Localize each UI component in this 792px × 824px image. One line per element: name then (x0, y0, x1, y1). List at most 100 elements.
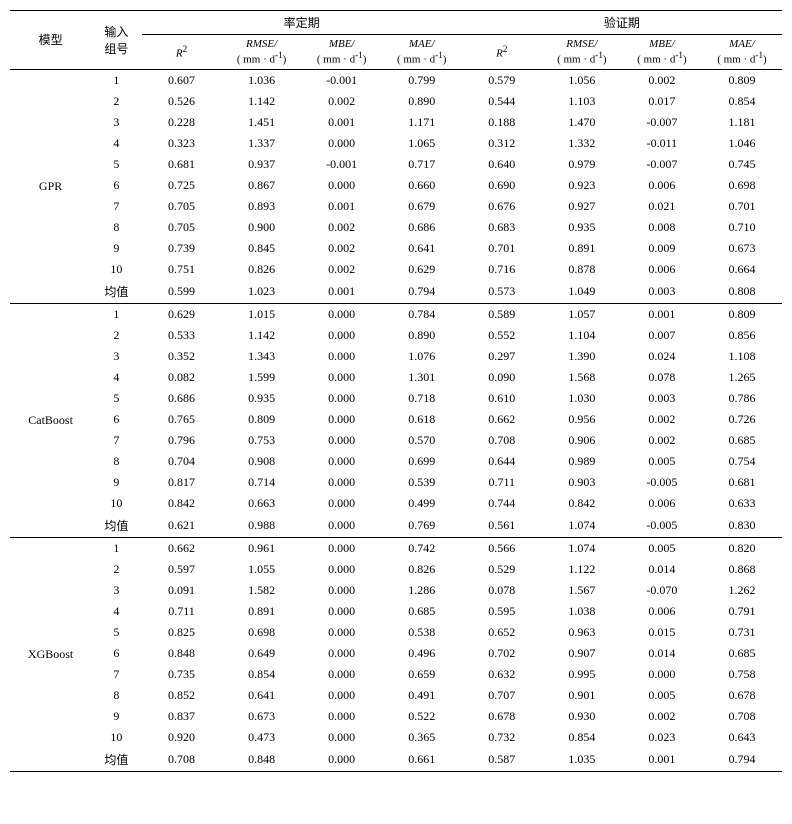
val-value-cell: 0.956 (542, 409, 622, 430)
cal-value-cell: 0.686 (142, 388, 222, 409)
val-value-cell: 0.002 (622, 706, 702, 727)
cal-value-cell: 0.842 (142, 493, 222, 514)
val-value-cell: 0.312 (462, 133, 542, 154)
cal-value-cell: 0.908 (222, 451, 302, 472)
cal-value-cell: 0.751 (142, 259, 222, 280)
val-value-cell: 1.122 (542, 559, 622, 580)
val-value-cell: 0.711 (462, 472, 542, 493)
header-val-mbe: MBE/( mm · d-1) (622, 35, 702, 70)
cal-value-cell: 0.935 (222, 388, 302, 409)
input-group-cell: 2 (91, 91, 141, 112)
input-group-cell: 10 (91, 727, 141, 748)
header-val-r2: R2 (462, 35, 542, 70)
header-cal-mae: MAE/( mm · d-1) (382, 35, 462, 70)
cal-value-cell: 0.890 (382, 91, 462, 112)
header-model: 模型 (10, 11, 91, 70)
input-group-cell: 8 (91, 217, 141, 238)
input-group-cell: 均值 (91, 280, 141, 304)
cal-value-cell: 0.001 (302, 280, 382, 304)
cal-value-cell: 0.739 (142, 238, 222, 259)
val-value-cell: 1.056 (542, 69, 622, 91)
val-value-cell: 0.005 (622, 537, 702, 559)
cal-value-cell: -0.001 (302, 69, 382, 91)
cal-value-cell: 0.570 (382, 430, 462, 451)
val-value-cell: -0.005 (622, 514, 702, 538)
cal-value-cell: 0.002 (302, 91, 382, 112)
input-group-cell: 6 (91, 643, 141, 664)
val-value-cell: 0.676 (462, 196, 542, 217)
val-value-cell: 0.006 (622, 175, 702, 196)
table-row: 60.8480.6490.0000.4960.7020.9070.0140.68… (10, 643, 782, 664)
input-group-cell: 7 (91, 664, 141, 685)
val-value-cell: 0.891 (542, 238, 622, 259)
val-value-cell: 0.595 (462, 601, 542, 622)
cal-value-cell: 0.796 (142, 430, 222, 451)
cal-value-cell: 0.685 (382, 601, 462, 622)
cal-value-cell: 0.000 (302, 430, 382, 451)
val-value-cell: 0.566 (462, 537, 542, 559)
cal-value-cell: 1.142 (222, 91, 302, 112)
cal-value-cell: 0.365 (382, 727, 462, 748)
val-value-cell: 0.021 (622, 196, 702, 217)
cal-value-cell: 0.496 (382, 643, 462, 664)
val-value-cell: 0.854 (702, 91, 782, 112)
val-value-cell: 0.589 (462, 303, 542, 325)
val-value-cell: 0.573 (462, 280, 542, 304)
cal-value-cell: 0.001 (302, 196, 382, 217)
cal-value-cell: 0.000 (302, 727, 382, 748)
val-value-cell: 0.006 (622, 601, 702, 622)
table-row: 30.3521.3430.0001.0760.2971.3900.0241.10… (10, 346, 782, 367)
header-cal-rmse: RMSE/( mm · d-1) (222, 35, 302, 70)
cal-value-cell: 0.000 (302, 643, 382, 664)
cal-value-cell: 0.599 (142, 280, 222, 304)
cal-value-cell: 0.000 (302, 664, 382, 685)
val-value-cell: 0.901 (542, 685, 622, 706)
input-group-cell: 8 (91, 451, 141, 472)
val-value-cell: 0.001 (622, 303, 702, 325)
input-group-cell: 5 (91, 622, 141, 643)
val-value-cell: 0.678 (462, 706, 542, 727)
table-row: 100.8420.6630.0000.4990.7440.8420.0060.6… (10, 493, 782, 514)
cal-value-cell: 0.825 (142, 622, 222, 643)
val-value-cell: 0.003 (622, 388, 702, 409)
cal-value-cell: 0.705 (142, 196, 222, 217)
val-value-cell: 0.640 (462, 154, 542, 175)
cal-value-cell: 0.681 (142, 154, 222, 175)
cal-value-cell: 0.725 (142, 175, 222, 196)
cal-value-cell: 0.002 (302, 259, 382, 280)
input-group-cell: 1 (91, 69, 141, 91)
val-value-cell: 0.745 (702, 154, 782, 175)
header-validation: 验证期 (462, 11, 782, 35)
cal-value-cell: -0.001 (302, 154, 382, 175)
val-value-cell: 0.923 (542, 175, 622, 196)
val-value-cell: 1.046 (702, 133, 782, 154)
val-value-cell: 1.332 (542, 133, 622, 154)
cal-value-cell: 1.023 (222, 280, 302, 304)
input-group-cell: 3 (91, 346, 141, 367)
val-value-cell: 0.002 (622, 430, 702, 451)
val-value-cell: 0.633 (702, 493, 782, 514)
header-cal-mbe: MBE/( mm · d-1) (302, 35, 382, 70)
cal-value-cell: 0.753 (222, 430, 302, 451)
val-value-cell: 1.470 (542, 112, 622, 133)
cal-value-cell: 0.000 (302, 514, 382, 538)
cal-value-cell: 1.065 (382, 133, 462, 154)
val-value-cell: 0.188 (462, 112, 542, 133)
val-value-cell: 0.791 (702, 601, 782, 622)
cal-value-cell: 0.228 (142, 112, 222, 133)
table-row: 30.0911.5820.0001.2860.0781.567-0.0701.2… (10, 580, 782, 601)
val-value-cell: 0.856 (702, 325, 782, 346)
input-group-cell: 均值 (91, 514, 141, 538)
cal-value-cell: 0.001 (302, 112, 382, 133)
table-row: 100.9200.4730.0000.3650.7320.8540.0230.6… (10, 727, 782, 748)
input-group-cell: 9 (91, 472, 141, 493)
input-group-cell: 4 (91, 367, 141, 388)
table-row: 40.3231.3370.0001.0650.3121.332-0.0111.0… (10, 133, 782, 154)
table-row: 50.6860.9350.0000.7180.6101.0300.0030.78… (10, 388, 782, 409)
cal-value-cell: 0.000 (302, 748, 382, 772)
val-value-cell: 1.262 (702, 580, 782, 601)
input-group-cell: 5 (91, 388, 141, 409)
cal-value-cell: 0.817 (142, 472, 222, 493)
val-value-cell: 0.809 (702, 303, 782, 325)
cal-value-cell: 0.641 (382, 238, 462, 259)
